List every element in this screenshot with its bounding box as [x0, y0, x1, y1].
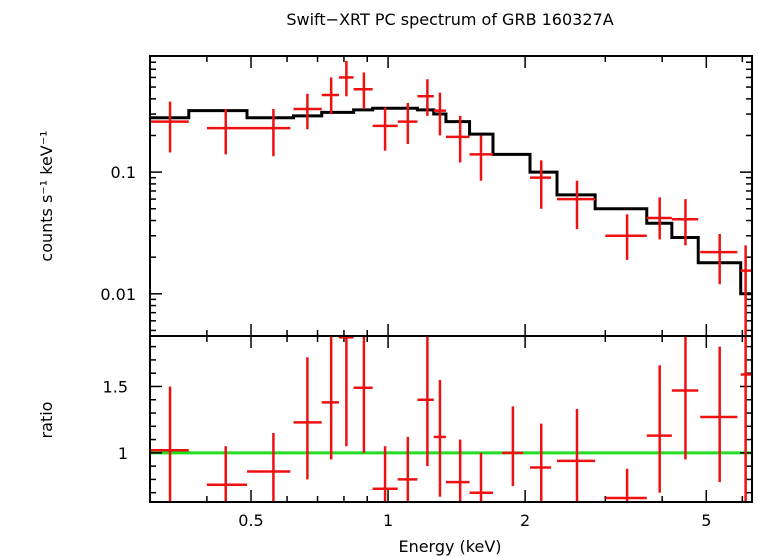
y-axis-label-top: counts s⁻¹ keV⁻¹: [37, 130, 56, 261]
ratio-frame: [149, 335, 753, 503]
top-ytick-label: 0.01: [100, 285, 136, 304]
ratio-data-point: [397, 436, 418, 502]
ratio-data-point: [247, 432, 291, 502]
spectrum-panel: 0.1 0.01: [100, 55, 753, 337]
top-data-point: [353, 72, 373, 110]
ratio-data-point: [502, 406, 524, 487]
ratio-data-point: [417, 336, 434, 467]
ratio-data-point: [605, 468, 647, 502]
top-data-point: [740, 245, 752, 336]
ratio-data-point: [469, 452, 493, 502]
y-axis-label-bottom: ratio: [37, 402, 56, 439]
top-data-point: [338, 60, 354, 97]
x-tick-label: 2: [520, 511, 530, 530]
ratio-data-point: [646, 365, 672, 493]
ratio-data-point: [671, 336, 699, 460]
ratio-panel: 1 1.5 0.5 1 2 5: [103, 335, 753, 530]
ratio-data-point: [206, 446, 248, 502]
ratio-data-point: [557, 409, 596, 502]
ratio-data-point: [293, 357, 322, 480]
top-frame: [149, 55, 753, 337]
top-data-point: [397, 102, 418, 145]
top-data-point: [557, 180, 596, 230]
top-data-point: [150, 101, 189, 153]
top-data-point: [417, 79, 434, 116]
top-data-point: [372, 107, 398, 151]
top-data-point: [293, 93, 322, 130]
ratio-data-point: [321, 336, 339, 460]
ratio-data-point: [530, 423, 552, 502]
chart-title: Swift−XRT PC spectrum of GRB 160327A: [286, 10, 613, 29]
top-data-point: [671, 199, 699, 246]
top-data-point: [700, 234, 738, 285]
x-axis-label: Energy (keV): [398, 537, 501, 556]
x-tick-label: 0.5: [238, 511, 263, 530]
ratio-data-point: [150, 386, 189, 502]
ratio-data-point: [700, 346, 738, 483]
top-data-point: [247, 109, 291, 157]
top-data-point: [445, 115, 470, 163]
top-data-point: [646, 197, 672, 240]
ratio-data-point: [433, 379, 446, 497]
top-data-point: [605, 214, 647, 260]
top-data-point: [530, 160, 552, 209]
ratio-data-point: [740, 336, 752, 502]
top-data-point: [321, 77, 339, 115]
top-data-point: [469, 135, 493, 181]
top-data-point: [433, 92, 446, 136]
top-data-point: [206, 109, 248, 155]
top-ytick-label: 0.1: [111, 163, 136, 182]
model-step-line: [150, 106, 752, 296]
ratio-data-point: [353, 336, 373, 453]
x-tick-label: 5: [701, 511, 711, 530]
ratio-ytick-label: 1.5: [103, 377, 128, 396]
ratio-data-point: [445, 439, 470, 502]
ratio-ytick-label: 1: [118, 444, 128, 463]
ratio-data-point: [338, 336, 354, 447]
x-tick-label: 1: [383, 511, 393, 530]
ratio-data-point: [372, 446, 398, 502]
